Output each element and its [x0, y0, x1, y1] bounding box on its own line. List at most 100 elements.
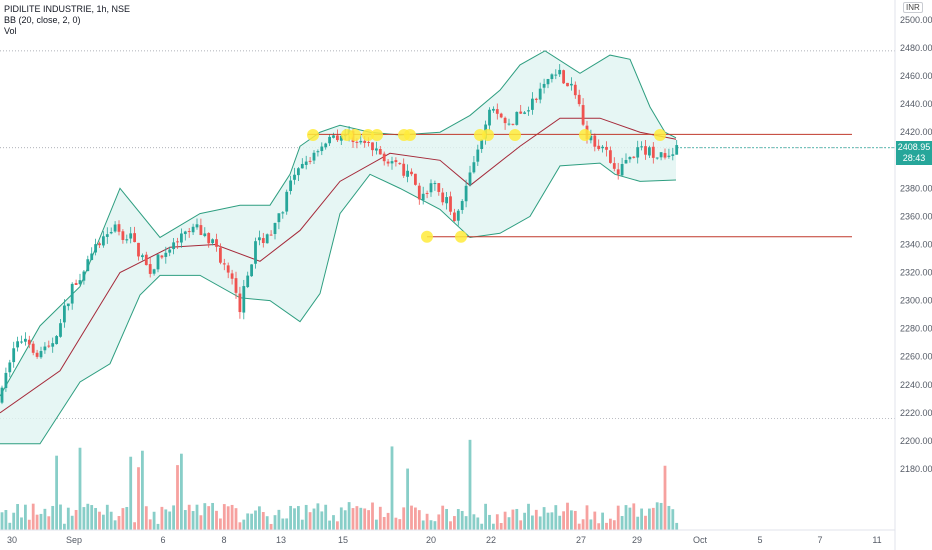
candle-body	[573, 84, 577, 96]
candle-body	[386, 161, 390, 164]
volume-bar	[585, 505, 589, 530]
candle-body	[534, 98, 538, 100]
candle-body	[488, 109, 491, 126]
volume-bar	[195, 504, 199, 530]
volume-bar	[429, 520, 433, 530]
volume-bar	[109, 511, 113, 530]
candle-body	[66, 303, 70, 307]
volume-indicator-label[interactable]: Vol	[4, 26, 17, 36]
volume-bar	[300, 519, 304, 530]
bollinger-bands	[0, 50, 677, 445]
candle-body	[546, 79, 550, 85]
volume-bar	[86, 503, 90, 530]
candle-body	[464, 185, 468, 202]
candle-body	[304, 161, 308, 165]
candle-body	[570, 83, 573, 86]
volume-bar	[371, 502, 374, 530]
candle-body	[324, 143, 328, 148]
candle-body	[359, 140, 363, 143]
volume-bar	[94, 507, 97, 530]
candle-body	[261, 238, 265, 243]
candle-body	[183, 231, 187, 235]
volume-bar	[382, 517, 386, 530]
x-tick-label: 8	[221, 535, 226, 545]
candle-body	[74, 283, 78, 286]
x-tick-label: 20	[426, 535, 436, 545]
candle-body	[363, 140, 367, 143]
candle-body	[203, 233, 207, 237]
candle-body	[667, 155, 671, 157]
currency-label: INR	[903, 2, 923, 13]
volume-bar	[456, 509, 460, 530]
candle-body	[336, 135, 339, 141]
y-tick-label: 2280.00	[900, 324, 932, 334]
candle-body	[43, 346, 47, 351]
volume-bar	[359, 507, 363, 530]
volume-bar	[406, 468, 409, 530]
candle-body	[242, 286, 246, 313]
x-tick-label: Oct	[693, 535, 708, 545]
y-tick-label: 2480.00	[900, 43, 932, 53]
volume-bar	[414, 507, 417, 530]
volume-bar	[297, 506, 300, 530]
x-tick-label: 5	[757, 535, 762, 545]
volume-bar	[125, 506, 129, 530]
candle-body	[554, 74, 558, 76]
volume-bar	[410, 505, 413, 530]
volume-bar	[117, 516, 121, 530]
volume-bar	[515, 508, 519, 530]
volume-bar	[441, 505, 445, 530]
touch-markers	[307, 129, 666, 243]
candle-body	[616, 169, 620, 175]
volume-bar	[644, 515, 647, 530]
y-tick-label: 2200.00	[900, 436, 932, 446]
volume-bar	[199, 515, 203, 530]
volume-bar	[20, 517, 23, 530]
volume-bar	[624, 505, 628, 530]
x-tick-label: 27	[576, 535, 586, 545]
touch-marker	[455, 230, 467, 243]
candle-body	[651, 146, 655, 158]
bb-indicator-label[interactable]: BB (20, close, 2, 0)	[4, 15, 81, 25]
candle-body	[523, 112, 526, 114]
volume-bar	[304, 504, 308, 530]
volume-bar	[507, 517, 511, 530]
candle-body	[566, 82, 569, 87]
candle-body	[246, 275, 250, 288]
volume-bar	[519, 520, 523, 530]
candle-body	[472, 162, 476, 173]
volume-bar	[176, 465, 179, 530]
candle-body	[538, 88, 542, 100]
candle-body	[125, 239, 129, 241]
volume-bar	[562, 511, 565, 530]
volume-bar	[8, 522, 12, 530]
candle-body	[456, 210, 460, 221]
volume-bar	[113, 520, 117, 530]
candle-body	[499, 113, 503, 118]
candle-body	[429, 183, 433, 193]
volume-bar	[577, 523, 581, 530]
candle-body	[86, 259, 90, 272]
volume-bar	[27, 519, 31, 530]
candle-body	[78, 280, 82, 285]
volume-bar	[121, 508, 125, 530]
volume-bar	[632, 503, 636, 530]
volume-bar	[492, 523, 495, 530]
volume-bar	[312, 508, 316, 530]
candle-body	[316, 151, 320, 153]
volume-bar	[468, 439, 472, 530]
candle-body	[168, 249, 172, 253]
volume-bar	[363, 508, 367, 530]
volume-bar	[640, 508, 643, 530]
volume-bar	[449, 521, 452, 530]
volume-bar	[105, 504, 109, 530]
candle-body	[102, 236, 105, 246]
volume-bar	[168, 511, 172, 530]
volume-bar	[66, 507, 70, 530]
volume-bar	[531, 515, 534, 530]
y-tick-label: 2180.00	[900, 464, 932, 474]
candle-body	[663, 153, 667, 158]
volume-bar	[367, 510, 370, 530]
candle-body	[16, 341, 19, 348]
